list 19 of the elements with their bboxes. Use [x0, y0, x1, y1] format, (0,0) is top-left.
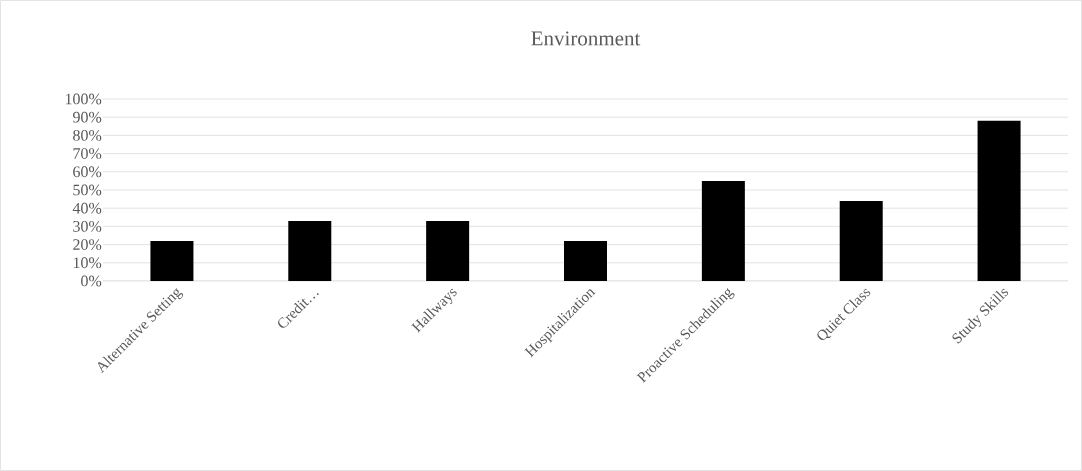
- bar: [426, 220, 470, 281]
- bar: [564, 240, 607, 281]
- y-tick-label: 60%: [73, 166, 102, 178]
- bar: [150, 240, 194, 281]
- chart-title: Environment: [531, 31, 641, 46]
- y-tick-label: 100%: [65, 93, 102, 105]
- y-tick-label: 30%: [73, 220, 102, 232]
- y-tick-label: 0%: [81, 275, 102, 287]
- y-tick-label: 10%: [73, 257, 102, 269]
- y-tick-label: 70%: [73, 148, 102, 160]
- bar: [701, 180, 745, 281]
- y-tick-label: 20%: [73, 239, 102, 251]
- y-tick-label: 50%: [73, 184, 102, 196]
- y-tick-label: 90%: [72, 111, 102, 123]
- y-tick-label: 80%: [73, 129, 102, 141]
- bar: [288, 220, 332, 281]
- bar: [977, 120, 1021, 281]
- bar: [839, 200, 883, 281]
- y-tick-label: 40%: [72, 202, 102, 214]
